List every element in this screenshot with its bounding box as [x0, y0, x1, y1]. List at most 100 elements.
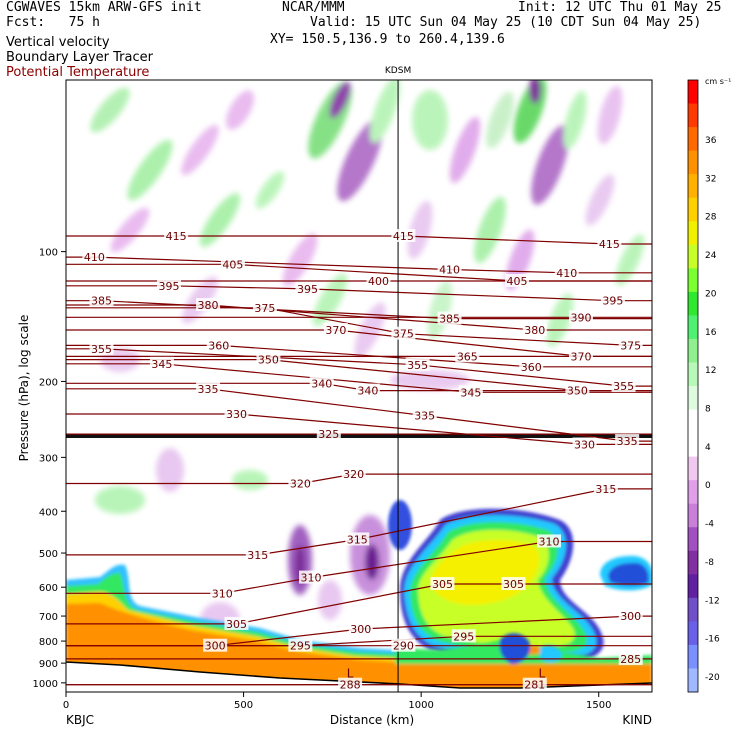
theta-contour-label: 325: [318, 428, 339, 441]
colorbar-tick-label: 32: [705, 174, 716, 184]
theta-contour-line: [66, 329, 652, 357]
field-boundary-layer-tracer: Boundary Layer Tracer: [6, 50, 153, 65]
theta-label-bg: [196, 298, 221, 312]
colorbar-tick-label: -16: [705, 635, 720, 645]
y-tick-label: 700: [39, 612, 58, 623]
theta-label-bg: [522, 677, 547, 691]
colorbar-swatch: [688, 433, 698, 458]
y-tick-label: 600: [39, 583, 58, 594]
theta-label-bg: [455, 349, 480, 363]
theta-contour-label: 330: [226, 408, 247, 421]
colorbar-swatch: [688, 550, 698, 575]
theta-contour-label: 360: [521, 361, 542, 374]
y-tick-label: 900: [39, 659, 58, 670]
theta-label-bg: [196, 381, 221, 395]
theta-contour-line: [66, 382, 652, 392]
colorbar-tick-label: 12: [705, 366, 716, 376]
theta-label-bg: [89, 293, 114, 307]
theta-contour-label: 355: [407, 359, 428, 372]
colorbar-swatch: [688, 503, 698, 528]
y-tick-label: 100: [39, 248, 58, 259]
theta-contour-label: 300: [205, 640, 226, 653]
y-tick-label: 800: [39, 637, 58, 648]
theta-contour-label: 405: [222, 258, 243, 271]
colorbar-swatch: [688, 597, 698, 622]
theta-label-bg: [568, 349, 593, 363]
theta-contour-label: 405: [507, 275, 528, 288]
plot-frame: [65, 79, 653, 693]
theta-label-bg: [505, 274, 530, 288]
theta-contour-label: 370: [325, 324, 346, 337]
theta-label-bg: [210, 586, 235, 600]
theta-contour-label: 410: [556, 267, 577, 280]
theta-label-bg: [611, 379, 636, 393]
theta-contour-label: 335: [198, 383, 219, 396]
forecast-hour: Fcst: 75 h: [6, 15, 100, 30]
theta-label-bg: [256, 352, 281, 366]
colorbar: 36 32 28 24 20 16 12 8 4 0 -4 -8 -12 -16 -20: [687, 79, 720, 693]
x-tick-label: 500: [234, 700, 253, 711]
theta-contour-labels: 415 415 415 410 410 410 405 405 400 395 395 395 390 3…: [82, 228, 643, 692]
theta-label-bg: [391, 326, 416, 340]
endpoint-right: KIND: [622, 713, 652, 727]
theta-label-bg: [501, 577, 526, 591]
theta-label-bg: [224, 407, 249, 421]
theta-label-bg: [412, 408, 437, 422]
theta-label-bg: [299, 570, 324, 584]
y-tick-label: 1000: [33, 679, 58, 690]
theta-contour-label: 400: [368, 275, 389, 288]
theta-label-bg: [451, 629, 476, 643]
x-axis-ticks: 0 500 1000 1500: [63, 692, 611, 711]
station-marker-label: KDSM: [385, 66, 411, 76]
theta-contour-label: 335: [617, 435, 638, 448]
theta-label-bg: [572, 437, 597, 451]
colorbar-tick-label: 24: [705, 251, 717, 261]
theta-label-bg: [554, 265, 579, 279]
theta-label-bg: [309, 376, 334, 390]
theta-label-bg: [341, 467, 366, 481]
colorbar-tick-label: 0: [705, 481, 711, 491]
theta-contour-label: 305: [226, 618, 247, 631]
colorbar-swatch: [688, 150, 698, 175]
theta-label-bg: [323, 323, 348, 337]
theta-label-bg: [615, 434, 640, 448]
theta-label-bg: [348, 621, 373, 635]
theta-contour-label: 288: [340, 679, 361, 692]
theta-contour-label: 335: [414, 410, 435, 423]
theta-contour-label: 330: [574, 438, 595, 451]
theta-contour-label: 310: [212, 587, 233, 600]
theta-contour-label: 300: [350, 623, 371, 636]
theta-contour-label: 290: [393, 640, 414, 653]
theta-label-bg: [597, 236, 622, 250]
colorbar-tick-label: 16: [705, 328, 717, 338]
theta-contour-label: 375: [393, 328, 414, 341]
theta-contour-label: 365: [457, 350, 478, 363]
colorbar-swatch: [688, 268, 698, 293]
theta-contour-label: 415: [393, 230, 414, 243]
x-tick-label: 1000: [408, 700, 433, 711]
organization: NCAR/MMM: [282, 0, 345, 15]
theta-label-bg: [618, 651, 643, 665]
theta-label-bg: [618, 338, 643, 352]
theta-contour-label: 340: [311, 377, 332, 390]
model-title: CGWAVES 15km ARW-GFS init: [6, 0, 202, 15]
theta-contour-label: 385: [439, 313, 460, 326]
field-potential-temperature: Potential Temperature: [6, 65, 150, 80]
colorbar-swatch: [688, 668, 698, 693]
colorbar-swatch: [688, 291, 698, 316]
theta-contour-label: 355: [91, 343, 112, 356]
theta-contour-label: 395: [297, 283, 318, 296]
colorbar-tick-label: 20: [705, 289, 717, 299]
init-time: Init: 12 UTC Thu 01 May 25: [518, 0, 722, 15]
colorbar-swatch: [688, 456, 698, 481]
theta-contour-label: 375: [620, 339, 641, 352]
low-marker-label: L: [539, 666, 546, 680]
theta-label-bg: [345, 532, 370, 546]
theta-label-bg: [338, 677, 363, 691]
cross-section-endpoints: XY= 150.5,136.9 to 260.4,139.6: [270, 32, 505, 47]
theta-contour-label: 380: [524, 324, 545, 337]
colorbar-swatch: [688, 103, 698, 128]
theta-label-bg: [245, 547, 270, 561]
